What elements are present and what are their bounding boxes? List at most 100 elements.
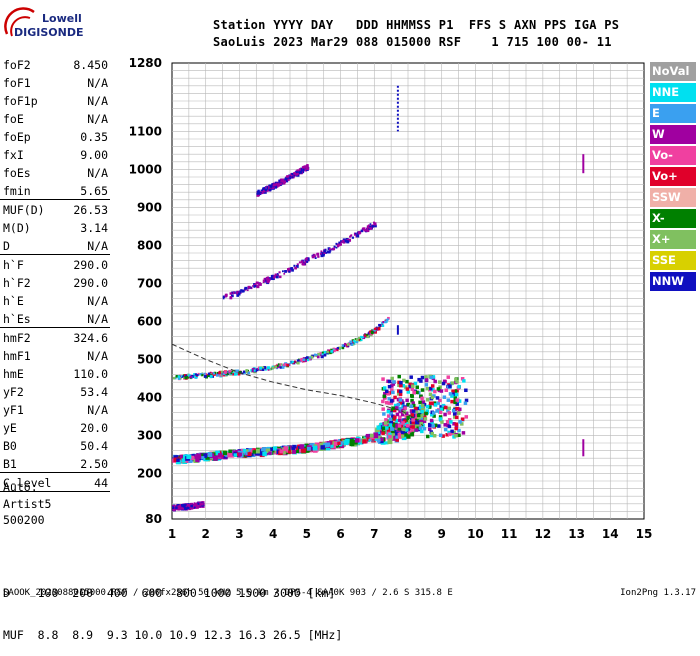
echo-point [369,433,374,438]
echo-point [239,290,242,293]
echo-point [255,448,260,454]
echo-point [447,424,452,429]
echo-point [173,455,179,460]
echo-point [411,403,416,408]
echo-point [177,377,180,380]
echo-point [268,188,272,192]
echo-point [411,401,415,405]
echo-point [320,250,323,253]
echo-point [312,253,316,257]
echo-point [454,377,458,382]
echo-point [273,274,277,278]
echo-point [247,285,251,289]
echo-point [236,294,240,297]
echo-point [424,378,429,382]
echo-point [436,401,441,405]
echo-point [184,505,188,508]
echo-point [212,455,218,461]
echo-point [397,432,402,437]
echo-point [291,176,294,179]
echo-point [438,398,442,403]
echo-point [409,393,414,398]
echo-point [176,458,180,462]
echo-point [395,423,401,429]
echo-point [346,343,350,346]
ionogram-chart: 1 2 3 4 5 6 7 8 9 10 11 12 13 14 15 802003004005006007… [129,56,653,541]
echo-point [255,281,259,285]
echo-point [336,349,339,352]
echo-point [269,447,274,451]
echo-point [395,412,400,417]
echo-point [282,270,284,273]
y-tick-label: 1100 [129,124,162,138]
echo-point [396,402,401,407]
echo-point [438,380,442,384]
echo-point [450,429,454,434]
param-value: 290.0 [73,258,108,272]
echo-point [366,335,370,339]
autoscaling-info: Auto: Artist5 500200 [3,479,51,529]
echo-point [172,506,174,508]
echo-point [387,397,391,401]
echo-point [305,260,309,263]
echo-point [222,451,228,456]
echo-point [324,251,328,254]
echo-point [278,182,281,185]
echo-point [425,398,430,402]
echo-point [388,432,392,437]
echo-point [397,427,402,431]
echo-point [366,229,370,233]
echo-point [242,289,245,293]
echo-point [437,424,441,428]
echo-point [245,449,250,454]
echo-point [403,385,408,389]
echo-point [428,427,432,432]
echo-point [396,392,401,396]
echo-point [287,268,290,271]
echo-point [381,321,384,324]
echo-point [275,275,279,279]
echo-point [363,229,367,232]
echo-point [390,388,394,392]
echo-point [452,430,456,435]
echo-point [193,375,196,378]
echo-point [257,191,260,195]
echo-point [428,386,433,391]
echo-point [404,411,409,416]
echo-point [330,350,334,353]
param-row: B0 50.4 [0,436,165,454]
echo-point [196,374,199,377]
echo-point [390,408,395,412]
echo-point [203,375,207,378]
param-name: MUF(D) [3,203,45,217]
echo-point [238,293,241,296]
echo-point [321,351,324,354]
echo-point [381,399,385,404]
param-name: B1 [3,457,17,471]
echo-point [244,286,248,290]
legend-item: NoVal [650,62,696,81]
echo-point [425,409,430,413]
echo-point [391,406,395,410]
param-name: hmF2 [3,331,31,345]
y-tick-label: 80 [145,512,162,526]
x-tick-label: 7 [370,527,378,541]
param-row: fmin 5.65 [0,181,165,199]
echo-point [436,387,441,391]
echo-point [238,370,242,374]
echo-point [193,502,196,504]
echo-point [432,433,437,438]
param-row: D N/A [0,236,165,254]
param-name: foF2 [3,58,31,72]
echo-point [237,372,241,376]
echo-point [447,430,451,435]
echo-point [260,191,262,194]
echo-point [332,348,335,351]
param-value: 3.14 [80,221,108,235]
echo-point [295,265,299,268]
echo-point [416,426,420,431]
echo-point [335,348,338,351]
echo-point [304,443,309,448]
echo-point [176,504,179,507]
x-tick-label: 12 [535,527,552,541]
